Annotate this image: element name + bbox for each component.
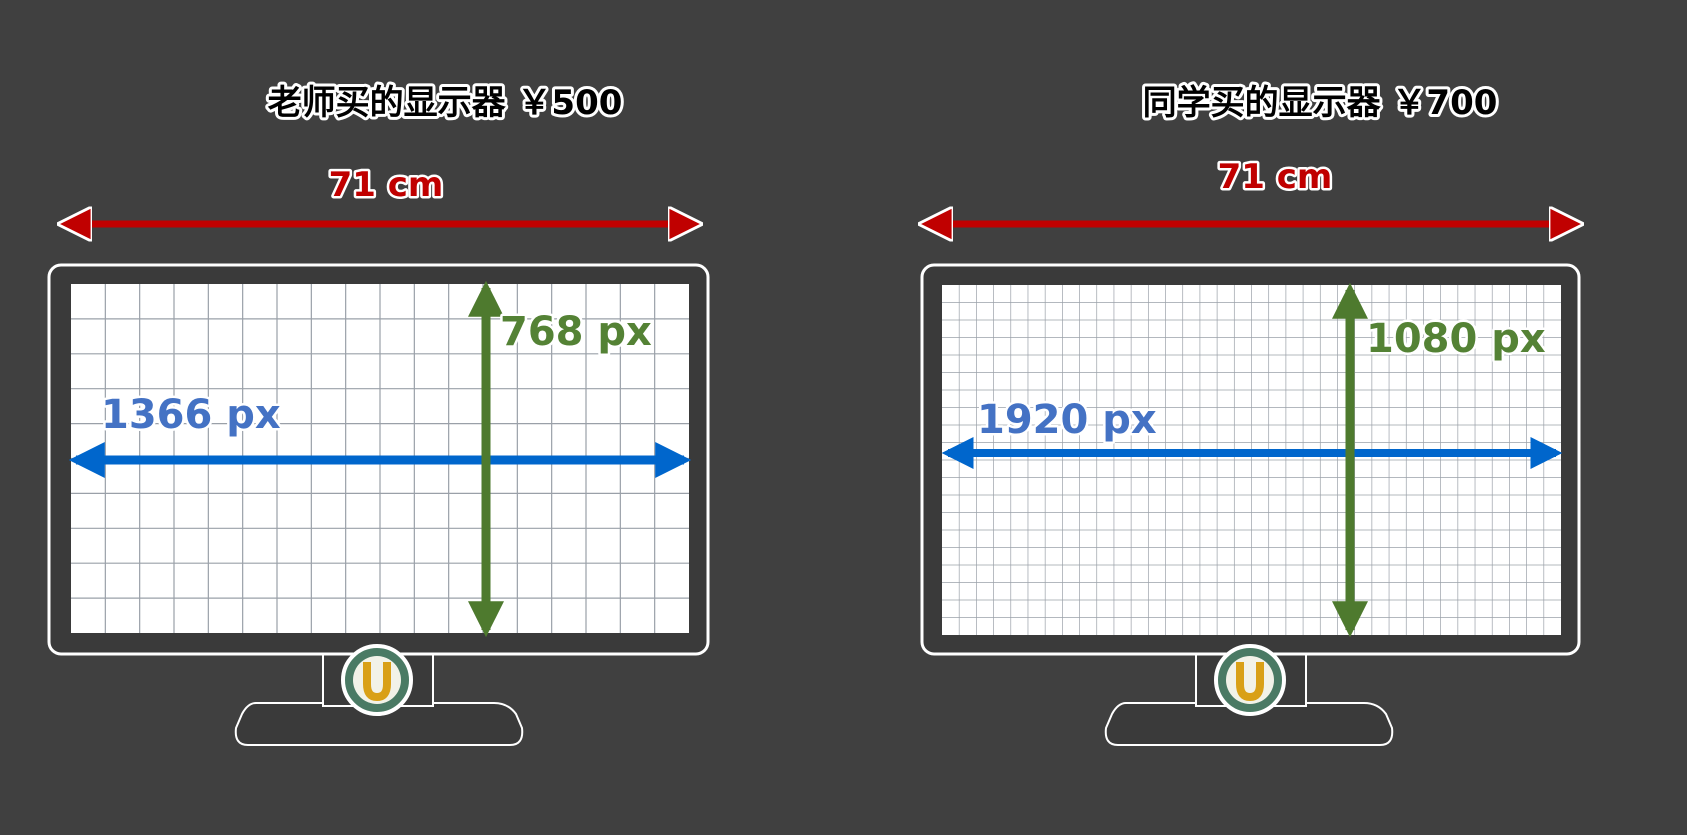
monitor-logo-icon xyxy=(341,644,413,716)
monitor-logo-icon xyxy=(1214,644,1286,716)
monitor-stand-base xyxy=(234,702,524,746)
physical-width-label: 71 cm xyxy=(329,165,444,205)
monitor-student: 同学买的显示器 ￥700 71 cm 1920 px 1080 px xyxy=(922,80,1579,746)
monitor-title: 同学买的显示器 ￥700 xyxy=(1143,83,1498,123)
monitor-teacher: 老师买的显示器 ￥500 71 cm 1366 px 768 px xyxy=(47,80,710,746)
vertical-resolution-label: 1080 px xyxy=(1366,316,1546,362)
horizontal-resolution-label: 1920 px xyxy=(977,397,1157,443)
physical-width-label: 71 cm xyxy=(1218,157,1333,197)
horizontal-resolution-label: 1366 px xyxy=(101,392,281,438)
monitor-title: 老师买的显示器 ￥500 xyxy=(268,83,623,123)
vertical-resolution-label: 768 px xyxy=(500,309,652,355)
monitor-stand-base xyxy=(1104,702,1394,746)
